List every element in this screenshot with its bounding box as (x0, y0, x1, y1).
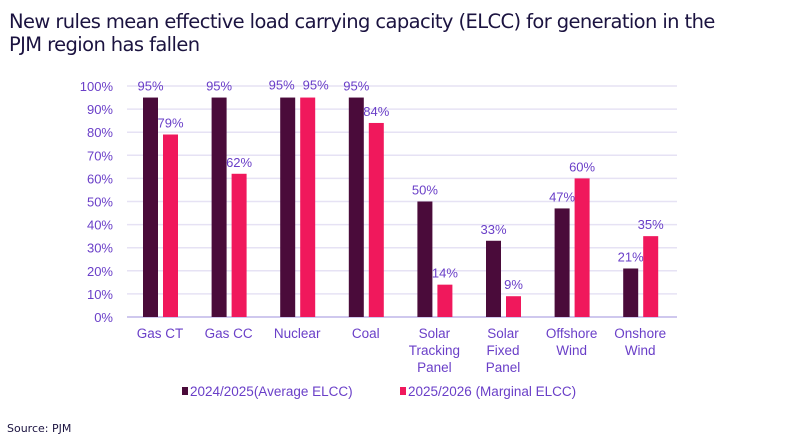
source-note: Source: PJM (7, 422, 72, 435)
legend-label: 2024/2025(Average ELCC) (190, 384, 353, 399)
x-tick-label: Fixed (486, 343, 519, 358)
x-tick-label: Panel (486, 360, 521, 375)
y-tick-label: 10% (87, 287, 113, 302)
y-tick-label: 100% (80, 79, 114, 94)
y-tick-label: 30% (87, 241, 113, 256)
bar (280, 97, 296, 317)
data-label: 95% (343, 79, 369, 94)
y-tick-label: 50% (87, 195, 113, 210)
bar (348, 97, 364, 317)
bar (163, 134, 178, 317)
data-label: 47% (549, 189, 575, 204)
bar (368, 122, 384, 318)
data-label: 21% (618, 249, 644, 264)
y-tick-label: 60% (87, 171, 113, 186)
y-tick-label: 40% (87, 218, 113, 233)
x-tick-label: Tracking (409, 343, 460, 358)
bar (417, 201, 433, 317)
data-label: 79% (157, 116, 183, 131)
x-tick-label: Coal (352, 326, 380, 341)
chart-title: New rules mean effective load carrying c… (9, 10, 715, 56)
bar (554, 208, 570, 317)
bar (506, 296, 521, 317)
x-tick-label: Solar (419, 326, 451, 341)
x-tick-label: Onshore (614, 326, 666, 341)
bar (300, 97, 316, 317)
y-tick-label: 0% (94, 310, 113, 325)
data-label: 95% (137, 79, 163, 94)
bar (643, 236, 659, 317)
x-tick-label: Wind (625, 343, 656, 358)
bar (211, 97, 227, 317)
legend-label: 2025/2026 (Marginal ELCC) (408, 384, 576, 399)
data-label: 95% (269, 78, 295, 93)
data-label: 84% (363, 104, 389, 119)
data-label: 60% (569, 159, 595, 174)
x-tick-label: Solar (487, 326, 519, 341)
x-tick-label: Wind (556, 343, 587, 358)
y-tick-label: 20% (87, 264, 113, 279)
x-tick-label: Offshore (546, 326, 598, 341)
x-tick-label: Gas CT (137, 326, 184, 341)
data-label: 14% (432, 266, 458, 281)
data-label: 9% (504, 277, 523, 292)
data-label: 62% (226, 155, 252, 170)
y-tick-label: 80% (87, 125, 113, 140)
y-tick-label: 70% (87, 148, 113, 163)
legend-swatch (182, 387, 188, 395)
x-tick-label: Nuclear (274, 326, 321, 341)
bar (143, 97, 158, 317)
bar (574, 178, 590, 317)
bar (231, 173, 247, 317)
x-tick-label: Gas CC (205, 326, 253, 341)
data-label: 95% (303, 78, 329, 93)
bar (437, 284, 453, 317)
legend-swatch (400, 387, 406, 395)
data-label: 35% (638, 217, 664, 232)
data-label: 50% (412, 183, 438, 198)
data-label: 33% (480, 222, 506, 237)
bar (623, 268, 639, 317)
data-label: 95% (206, 79, 232, 94)
x-tick-label: Panel (417, 360, 452, 375)
y-tick-label: 90% (87, 102, 113, 117)
bar (486, 240, 501, 317)
